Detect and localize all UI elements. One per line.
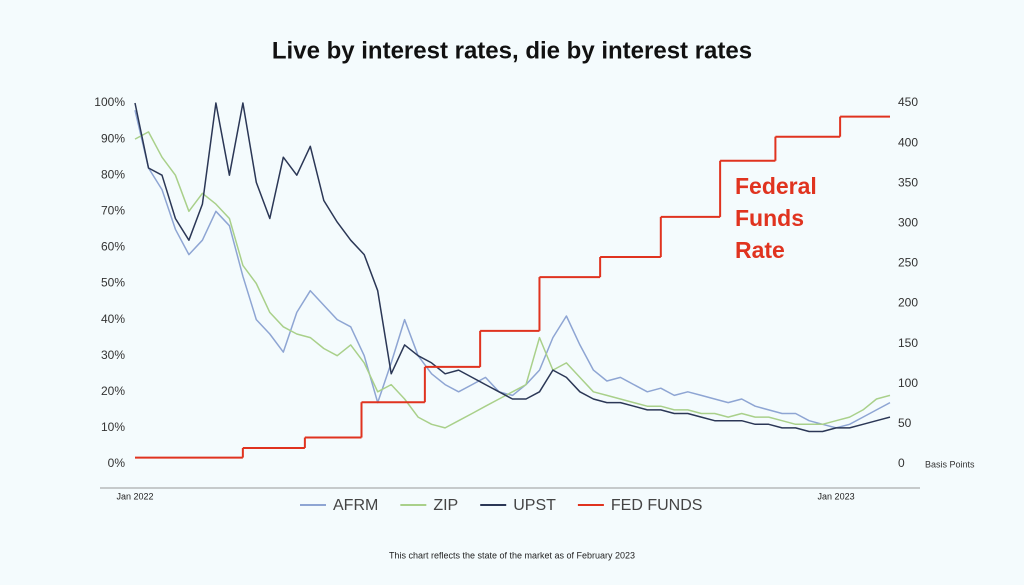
series-line: [134, 110, 891, 429]
chart-title: Live by interest rates, die by interest …: [272, 37, 752, 64]
series-line: [134, 102, 891, 433]
y-tick-label: 50%: [101, 276, 125, 290]
x-tick-label: Jan 2023: [818, 491, 855, 501]
y-tick-label: 100%: [94, 95, 125, 109]
y2-tick-label: 200: [898, 296, 918, 310]
y-tick-label: 90%: [101, 131, 125, 145]
y2-tick-label: 250: [898, 256, 918, 270]
y-tick-label: 70%: [101, 203, 125, 217]
y-tick-label: 10%: [101, 420, 125, 434]
legend-label: UPST: [513, 497, 556, 514]
y2-tick-label: 50: [898, 416, 912, 430]
y2-tick-label: 100: [898, 376, 918, 390]
legend-label: FED FUNDS: [611, 497, 703, 514]
y-tick-label: 40%: [101, 312, 125, 326]
y-tick-label: 0%: [108, 456, 126, 470]
legend-label: AFRM: [333, 497, 378, 514]
y2-axis-label: Basis Points: [925, 459, 975, 469]
plot-area: [134, 102, 891, 459]
annotation: Rate: [735, 237, 785, 263]
x-tick-label: Jan 2022: [116, 491, 153, 501]
y-tick-label: 80%: [101, 167, 125, 181]
y-tick-label: 30%: [101, 348, 125, 362]
y2-tick-label: 0: [898, 456, 905, 470]
y2-tick-label: 450: [898, 95, 918, 109]
y2-tick-label: 350: [898, 175, 918, 189]
y2-tick-label: 300: [898, 216, 918, 230]
y2-tick-label: 150: [898, 336, 918, 350]
footnote: This chart reflects the state of the mar…: [389, 550, 635, 560]
annotation: Federal: [735, 173, 817, 199]
annotation: Funds: [735, 205, 804, 231]
y-tick-label: 60%: [101, 240, 125, 254]
y2-tick-label: 400: [898, 135, 918, 149]
series-line: [134, 131, 891, 429]
y-tick-label: 20%: [101, 384, 125, 398]
legend-label: ZIP: [433, 497, 458, 514]
